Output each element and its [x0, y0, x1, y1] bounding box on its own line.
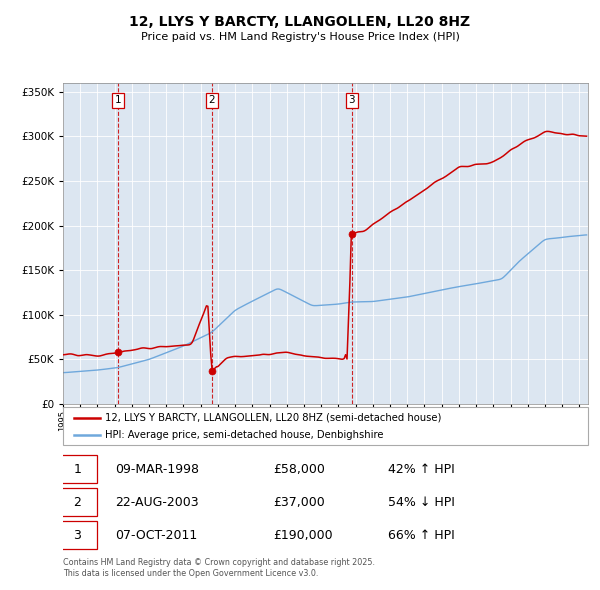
Text: 07-OCT-2011: 07-OCT-2011 — [115, 529, 198, 542]
Text: 42% ↑ HPI: 42% ↑ HPI — [389, 463, 455, 476]
FancyBboxPatch shape — [58, 488, 97, 516]
Text: 2: 2 — [208, 96, 215, 106]
Text: £37,000: £37,000 — [273, 496, 325, 509]
Text: 66% ↑ HPI: 66% ↑ HPI — [389, 529, 455, 542]
FancyBboxPatch shape — [58, 455, 97, 483]
Text: £58,000: £58,000 — [273, 463, 325, 476]
Text: 3: 3 — [74, 529, 82, 542]
Text: 09-MAR-1998: 09-MAR-1998 — [115, 463, 199, 476]
Text: Contains HM Land Registry data © Crown copyright and database right 2025.
This d: Contains HM Land Registry data © Crown c… — [63, 558, 375, 578]
Text: 3: 3 — [349, 96, 355, 106]
FancyBboxPatch shape — [58, 521, 97, 549]
Text: 12, LLYS Y BARCTY, LLANGOLLEN, LL20 8HZ (semi-detached house): 12, LLYS Y BARCTY, LLANGOLLEN, LL20 8HZ … — [105, 413, 442, 423]
Text: 2: 2 — [74, 496, 82, 509]
FancyBboxPatch shape — [63, 407, 588, 445]
Text: 54% ↓ HPI: 54% ↓ HPI — [389, 496, 455, 509]
Text: HPI: Average price, semi-detached house, Denbighshire: HPI: Average price, semi-detached house,… — [105, 431, 383, 441]
Text: £190,000: £190,000 — [273, 529, 332, 542]
Text: 1: 1 — [74, 463, 82, 476]
Text: 12, LLYS Y BARCTY, LLANGOLLEN, LL20 8HZ: 12, LLYS Y BARCTY, LLANGOLLEN, LL20 8HZ — [130, 15, 470, 29]
Text: Price paid vs. HM Land Registry's House Price Index (HPI): Price paid vs. HM Land Registry's House … — [140, 32, 460, 42]
Text: 22-AUG-2003: 22-AUG-2003 — [115, 496, 199, 509]
Text: 1: 1 — [115, 96, 121, 106]
